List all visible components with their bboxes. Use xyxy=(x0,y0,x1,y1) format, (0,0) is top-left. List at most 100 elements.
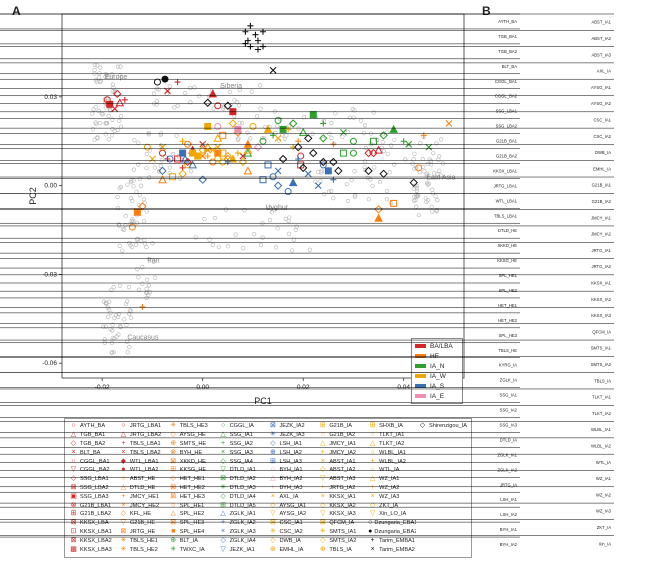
reference-point xyxy=(260,235,265,240)
reference-point xyxy=(189,169,194,174)
reference-point xyxy=(104,120,109,126)
population-legend-item: ◇ AYSG_IA1 xyxy=(268,501,316,510)
reference-point xyxy=(109,133,115,138)
region-label: Europe xyxy=(105,74,128,81)
legend-symbol-icon: ⊠ xyxy=(70,536,77,544)
legend-symbol-icon: ◇ xyxy=(70,475,77,483)
reference-point xyxy=(93,78,99,83)
legend-symbol-icon: ✳ xyxy=(319,527,326,535)
data-point xyxy=(269,66,277,74)
population-legend-label: DTLD_IA4 xyxy=(229,493,256,500)
data-point xyxy=(166,155,174,163)
legend-symbol-icon: ○ xyxy=(121,475,126,483)
y-tick-label: 0.03 xyxy=(44,94,57,101)
population-legend-item: ▣ SSG_LBA3 xyxy=(69,492,117,501)
reference-point xyxy=(437,154,442,159)
population-legend-label: DTLD_IA3 xyxy=(229,484,256,491)
legend-symbol-icon: △ xyxy=(369,475,376,483)
reference-point xyxy=(423,196,428,201)
population-legend-item: ▽ ABST_IA3 xyxy=(318,475,366,484)
legend-symbol-icon: × xyxy=(121,501,126,509)
data-point xyxy=(324,167,332,175)
population-legend-item: ▽ AYSG_IA2 xyxy=(268,510,316,519)
series-ia-w xyxy=(143,119,297,181)
data-point xyxy=(298,163,308,173)
x-tick-label: 0.02 xyxy=(297,384,310,391)
legend-symbol-icon: × xyxy=(370,492,375,500)
legend-symbol-icon: ▽ xyxy=(220,466,226,474)
population-legend-item: ⊞ SHXB_IA xyxy=(368,422,416,431)
legend-symbol-icon: ○ xyxy=(121,422,126,430)
population-legend-label: G21B_HE xyxy=(129,520,156,527)
legend-symbol-icon: △ xyxy=(120,483,127,491)
population-legend-item: ⊞ DTLD_IA5 xyxy=(219,501,267,510)
reference-point xyxy=(344,182,349,187)
population-legend-label: WLBL_IA2 xyxy=(379,458,406,465)
reference-point xyxy=(358,118,364,123)
population-legend: ○ AYTH_BA △ TGB_BA1 ◇ TGB_BA2 × BLT_BA ○ CGGL_BA1… xyxy=(64,418,472,558)
reference-point xyxy=(137,193,143,198)
reference-point xyxy=(269,210,275,215)
population-legend-label: JEZK_IA1 xyxy=(229,546,255,553)
reference-point xyxy=(301,115,307,120)
series-ia-s xyxy=(158,149,337,196)
reference-point xyxy=(147,175,152,180)
population-legend-item: △ SSG_IA1 xyxy=(219,431,267,440)
reference-point xyxy=(95,136,100,141)
legend-symbol-icon: ⊡ xyxy=(70,527,77,535)
population-legend-item: △ SPL_HE2 xyxy=(169,510,217,519)
reference-point xyxy=(188,85,193,91)
series-dzungaria-eba2 xyxy=(161,75,169,83)
x-tick-label: 0.00 xyxy=(196,384,209,391)
data-point xyxy=(179,149,187,157)
population-legend-label: SSG_IA2 xyxy=(229,440,253,447)
era-legend-swatch xyxy=(415,384,426,388)
data-point xyxy=(390,199,398,207)
reference-point xyxy=(375,138,380,143)
reference-point xyxy=(144,151,149,157)
reference-point xyxy=(144,244,149,250)
reference-point xyxy=(120,227,125,232)
reference-point xyxy=(141,197,146,202)
reference-point xyxy=(101,324,106,329)
population-legend-label: JMCY_IA1 xyxy=(329,440,357,447)
reference-point xyxy=(227,89,232,95)
data-point xyxy=(284,188,292,196)
reference-point xyxy=(425,182,430,187)
population-legend-item: + ZGLK_IA2 xyxy=(219,519,267,528)
data-point xyxy=(260,28,266,35)
reference-point xyxy=(293,227,299,232)
population-legend-item: × ABST_IA1 xyxy=(318,457,366,466)
reference-point xyxy=(412,151,417,156)
reference-point xyxy=(110,328,115,333)
legend-symbol-icon: ◇ xyxy=(369,501,376,509)
reference-point xyxy=(101,299,107,304)
reference-point xyxy=(210,242,215,247)
population-legend-label: G21B_LBA2 xyxy=(80,511,112,518)
era-legend-item: BA/LBA xyxy=(415,341,459,351)
data-point xyxy=(204,122,212,130)
population-legend-item: ⊕ LSH_IA2 xyxy=(268,448,316,457)
data-point xyxy=(329,157,338,167)
reference-point xyxy=(100,112,105,117)
reference-point xyxy=(106,314,111,319)
population-legend-item: ◇ DTLD_IA4 xyxy=(219,492,267,501)
reference-point xyxy=(415,193,420,198)
data-point xyxy=(295,156,302,163)
population-legend-label: AYSG_IA1 xyxy=(279,502,307,509)
data-point xyxy=(349,137,357,145)
reference-point xyxy=(440,161,445,166)
population-legend-label: JMCY_IA2 xyxy=(329,449,357,456)
population-legend-label: KKSX_IA1 xyxy=(329,493,356,500)
era-legend-label: IA_S xyxy=(430,382,445,390)
reference-point xyxy=(125,182,130,187)
legend-symbol-icon: ✳ xyxy=(170,545,177,553)
data-point xyxy=(204,153,211,160)
reference-point xyxy=(414,188,419,193)
reference-point xyxy=(258,242,264,248)
era-legend-label: IA_E xyxy=(430,392,445,400)
population-legend-label: G21B_LBA1 xyxy=(80,502,112,509)
reference-point xyxy=(282,136,287,142)
data-point xyxy=(309,148,318,158)
reference-point xyxy=(237,87,242,92)
